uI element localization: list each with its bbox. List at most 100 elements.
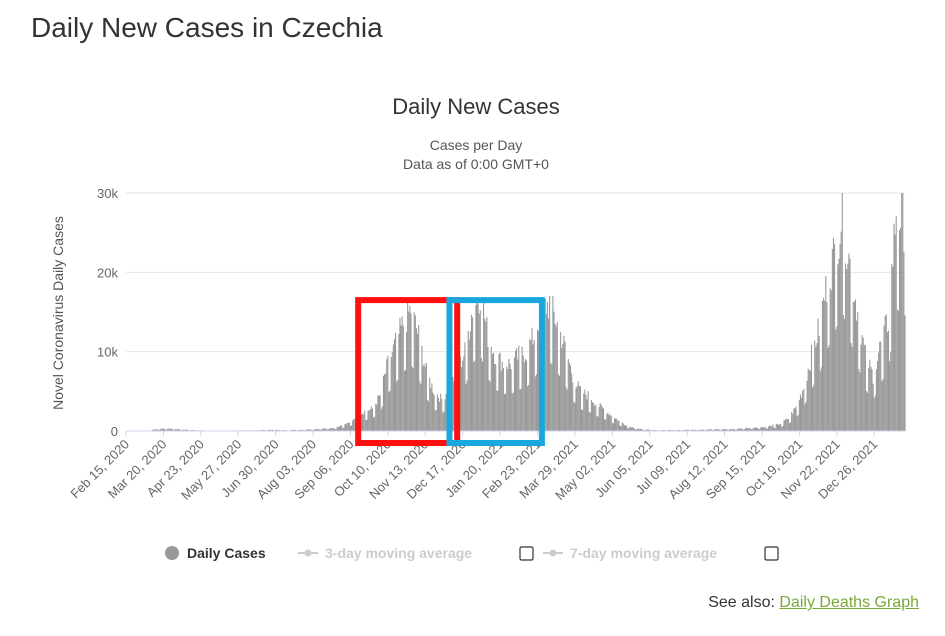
daily-cases-bar	[408, 311, 410, 431]
daily-cases-bar	[825, 276, 827, 431]
daily-cases-bar	[262, 429, 265, 431]
daily-cases-bar	[644, 429, 646, 431]
daily-cases-bar	[317, 428, 320, 431]
daily-cases-bar	[598, 406, 600, 431]
daily-cases-bar	[378, 395, 380, 431]
daily-deaths-graph-link[interactable]: Daily Deaths Graph	[779, 594, 919, 611]
daily-cases-bar	[873, 397, 875, 431]
daily-cases-bar	[671, 429, 673, 431]
daily-cases-bar	[621, 422, 623, 431]
daily-cases-bar	[421, 345, 423, 431]
daily-cases-bar	[780, 424, 782, 431]
daily-cases-bar	[875, 369, 877, 431]
daily-cases-bar	[776, 423, 778, 431]
daily-cases-bar	[584, 389, 586, 431]
daily-cases-bar	[310, 429, 312, 431]
daily-cases-bar	[508, 358, 510, 431]
daily-cases-bar	[495, 364, 497, 431]
daily-cases-bar	[502, 368, 504, 431]
daily-cases-bar	[315, 429, 317, 431]
daily-cases-bar	[553, 311, 555, 431]
daily-cases-bar	[377, 395, 379, 431]
daily-cases-bar	[552, 296, 554, 431]
daily-cases-bar	[467, 330, 469, 431]
daily-cases-bar	[388, 392, 390, 431]
daily-cases-bar	[686, 429, 688, 431]
legend-3day-checkbox[interactable]	[519, 546, 534, 561]
daily-cases-bar	[459, 356, 462, 431]
daily-cases-bar	[545, 314, 547, 431]
daily-cases-bar	[468, 339, 470, 431]
daily-cases-bar	[631, 427, 633, 431]
daily-cases-bar	[510, 369, 512, 431]
daily-cases-bar	[472, 317, 474, 431]
daily-cases-bar	[736, 429, 738, 431]
daily-cases-bar	[161, 428, 163, 431]
daily-cases-bar	[395, 332, 397, 431]
daily-cases-bar	[692, 429, 694, 431]
daily-cases-bar	[572, 382, 574, 431]
daily-cases-bar	[536, 329, 539, 431]
daily-cases-bar	[637, 428, 639, 431]
daily-cases-bar	[396, 381, 398, 431]
daily-cases-bar	[346, 422, 348, 431]
daily-cases-bar	[842, 315, 844, 431]
daily-cases-bar	[903, 252, 905, 431]
daily-cases-bar	[523, 362, 525, 431]
daily-cases-bar	[301, 429, 303, 431]
daily-cases-bar	[418, 324, 420, 431]
daily-cases-bar	[168, 428, 170, 431]
daily-cases-bar	[413, 312, 415, 431]
daily-cases-bar	[798, 400, 800, 431]
daily-cases-bar	[291, 429, 293, 431]
daily-cases-bar	[399, 317, 401, 431]
y-tick-label: 10k	[97, 345, 118, 360]
daily-cases-bar	[878, 352, 880, 431]
daily-cases-bar	[827, 347, 829, 431]
daily-cases-bar	[430, 387, 432, 431]
daily-cases-bar	[158, 429, 160, 431]
daily-cases-bar	[576, 386, 578, 431]
daily-cases-bar	[815, 346, 817, 431]
daily-cases-bar	[503, 393, 506, 431]
daily-cases-bar	[566, 389, 568, 431]
daily-cases-bar	[902, 193, 904, 431]
daily-cases-bar	[879, 341, 881, 431]
daily-cases-bar	[344, 423, 346, 431]
daily-cases-bar	[298, 429, 300, 431]
daily-cases-bar	[744, 428, 747, 431]
daily-cases-bar	[488, 380, 490, 431]
daily-cases-bar	[409, 306, 411, 431]
daily-cases-bar	[613, 418, 616, 431]
daily-cases-bar	[900, 227, 902, 431]
daily-cases-bar	[499, 352, 501, 431]
daily-cases-bar	[876, 361, 879, 431]
daily-cases-bar	[520, 388, 522, 431]
daily-cases-bar	[154, 429, 156, 431]
daily-cases-bar	[368, 410, 370, 431]
daily-cases-bar	[597, 416, 599, 431]
daily-cases-bar	[847, 264, 849, 431]
daily-cases-bar	[324, 428, 326, 431]
highlight-rectangle	[446, 297, 545, 446]
daily-cases-bar	[319, 429, 321, 431]
daily-cases-bar	[893, 223, 895, 431]
daily-cases-bar	[174, 429, 177, 431]
daily-cases-bar	[766, 428, 769, 431]
daily-cases-bar	[788, 423, 791, 431]
daily-cases-bar	[758, 429, 760, 431]
daily-cases-bar	[728, 429, 730, 431]
daily-cases-bar	[694, 429, 696, 431]
daily-cases-bar	[371, 408, 374, 431]
daily-cases-bar	[391, 352, 393, 431]
daily-cases-bar	[839, 243, 841, 431]
daily-cases-bar	[327, 429, 330, 431]
daily-cases-bar	[764, 426, 766, 431]
daily-cases-bar	[617, 420, 619, 431]
daily-cases-bar	[351, 425, 353, 431]
legend-7day-checkbox[interactable]	[764, 546, 779, 561]
daily-cases-bar	[782, 426, 784, 431]
daily-cases-bar	[588, 411, 590, 431]
daily-cases-bar	[763, 427, 765, 431]
daily-cases-bar	[724, 429, 726, 431]
